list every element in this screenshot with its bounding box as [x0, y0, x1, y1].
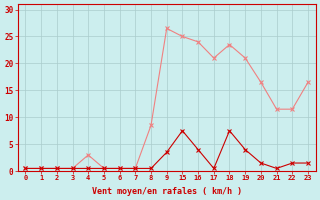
X-axis label: Vent moyen/en rafales ( km/h ): Vent moyen/en rafales ( km/h )	[92, 187, 242, 196]
